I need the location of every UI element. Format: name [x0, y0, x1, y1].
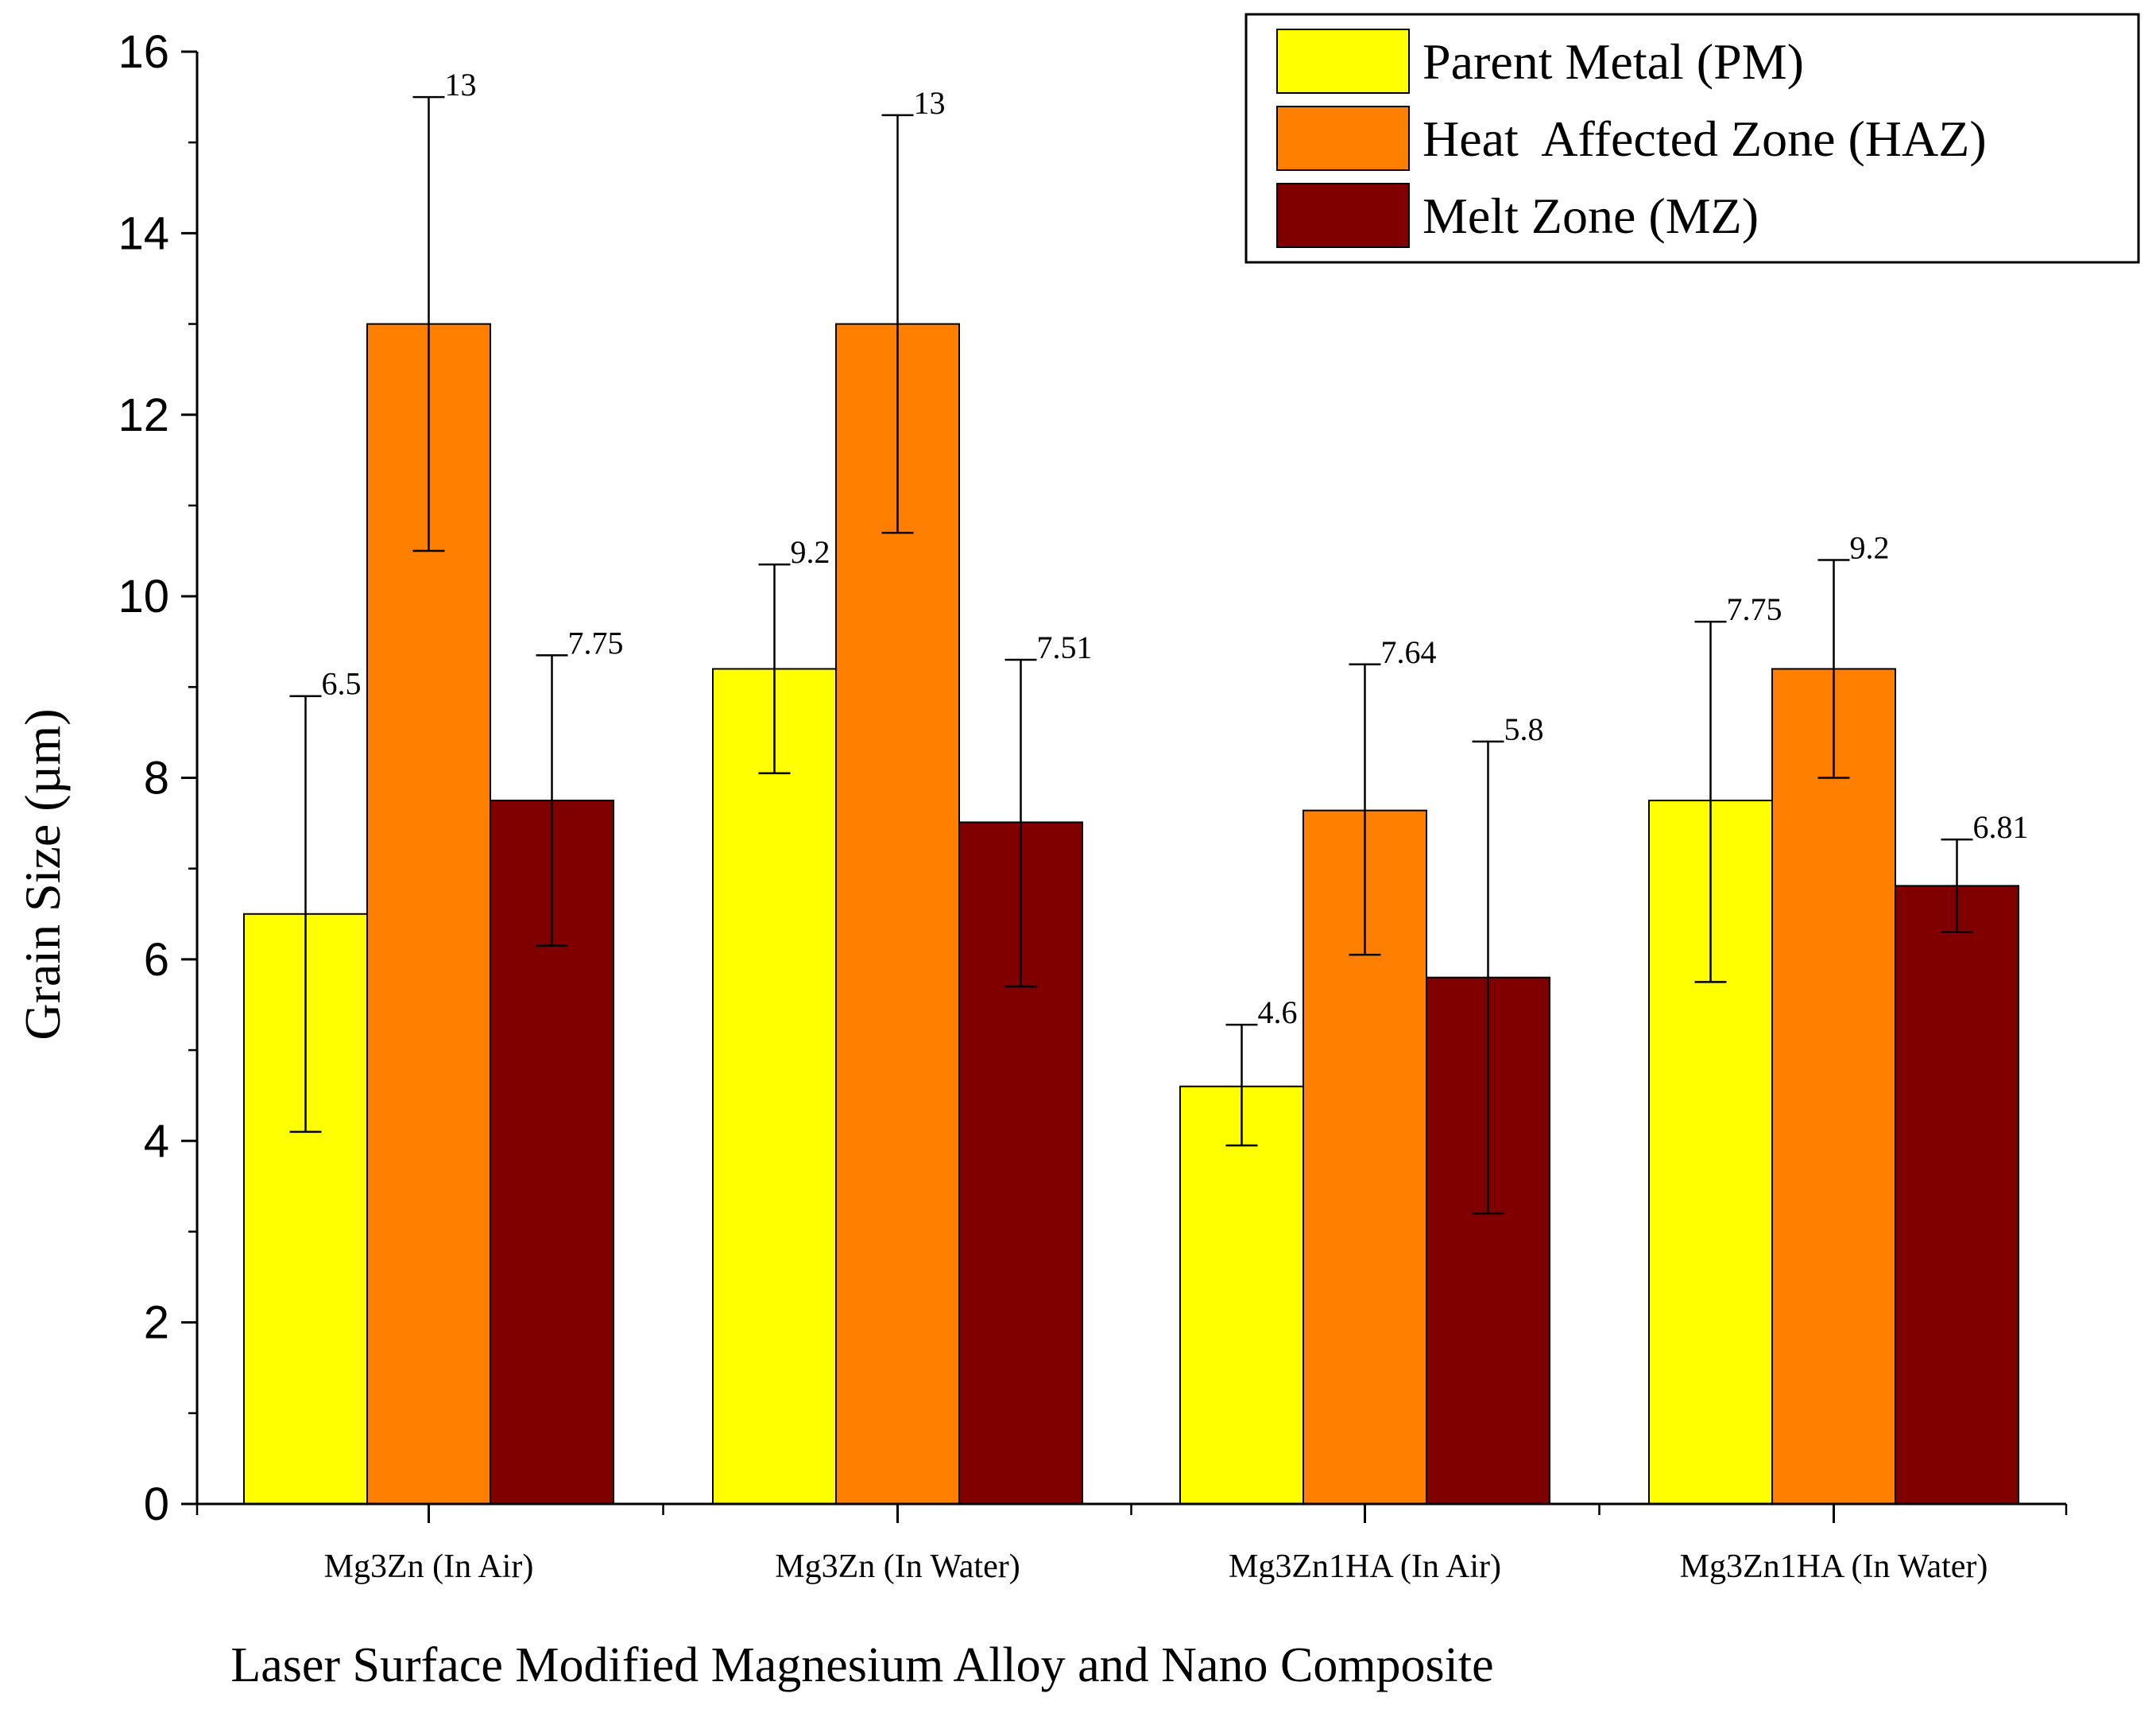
data-label-2-1: 13 — [445, 67, 477, 103]
data-label-1-1: 6.5 — [322, 666, 362, 702]
bars-layer — [243, 323, 2019, 1506]
data-label-3-4: 6.81 — [1973, 809, 2029, 845]
y-tick-label: 16 — [118, 26, 169, 78]
legend-swatch-2 — [1276, 106, 1410, 171]
legend: Parent Metal (PM) Heat Affected Zone (HAZ… — [1244, 13, 2140, 264]
x-tick-label: Mg3Zn (In Water) — [775, 1548, 1020, 1585]
bar-1-3 — [1179, 1085, 1304, 1506]
data-label-3-2: 7.51 — [1037, 630, 1093, 665]
y-tick-label: 6 — [144, 934, 169, 986]
data-label-1-4: 7.75 — [1727, 591, 1782, 627]
legend-label-1: Parent Metal (PM) — [1422, 33, 1804, 90]
legend-label-3: Melt Zone (MZ) — [1422, 188, 1759, 244]
x-tick-label: Mg3Zn (In Air) — [324, 1548, 534, 1585]
bar-1-2 — [712, 668, 837, 1505]
data-label-1-2: 9.2 — [791, 534, 830, 570]
data-label-3-3: 5.8 — [1504, 711, 1544, 747]
x-axis-title: Laser Surface Modified Magnesium Alloy a… — [230, 1638, 1493, 1692]
y-axis-title: Grain Size (µm) — [14, 708, 71, 1040]
x-tick-label: Mg3Zn1HA (In Air) — [1229, 1548, 1501, 1585]
y-tick-label: 10 — [118, 571, 169, 622]
legend-swatch-1 — [1276, 29, 1410, 94]
data-label-2-4: 9.2 — [1850, 529, 1890, 565]
data-label-2-3: 7.64 — [1381, 634, 1437, 670]
data-label-3-1: 7.75 — [568, 625, 624, 661]
bar-3-4 — [1895, 885, 2019, 1506]
x-tick-label: Mg3Zn1HA (In Water) — [1680, 1548, 1988, 1585]
y-tick-label: 12 — [118, 389, 169, 441]
data-label-1-3: 4.6 — [1258, 994, 1298, 1030]
y-tick-label: 2 — [144, 1297, 169, 1349]
error-bars-layer — [289, 95, 1973, 1215]
data-labels-layer: 6.5 9.2 4.6 7.75 13 13 7.64 9.2 7.75 7.51 5.8 6.81 — [322, 67, 2029, 1030]
y-tick-label: 14 — [118, 207, 169, 259]
y-tick-label: 8 — [144, 753, 169, 804]
legend-swatch-3 — [1276, 183, 1410, 248]
y-tick-label: 0 — [144, 1479, 169, 1530]
y-tick-label: 4 — [144, 1115, 169, 1167]
data-label-2-2: 13 — [914, 85, 946, 121]
bar-2-4 — [1771, 668, 1896, 1505]
axes-layer: 0 2 4 6 8 10 12 14 16 Mg3Zn (In Air) Mg3Zn (In Wat… — [118, 26, 2068, 1585]
legend-label-2: Heat Affected Zone (HAZ) — [1422, 110, 1987, 167]
